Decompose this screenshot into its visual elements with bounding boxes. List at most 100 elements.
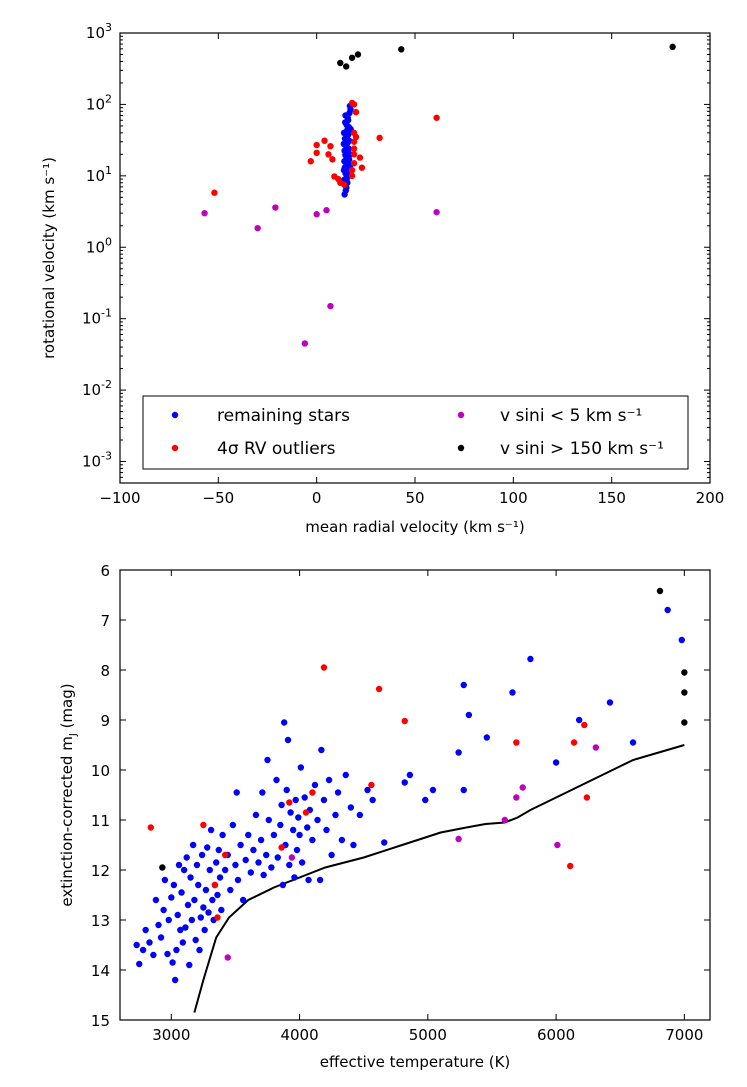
point-teff-remaining-stars-48 xyxy=(213,859,220,866)
point-teff-4-rv-outliers-12 xyxy=(401,717,408,725)
point-teff-v-sini-150-0 xyxy=(159,864,166,871)
point-teff-remaining-stars-95 xyxy=(298,859,306,866)
point-teff-remaining-stars-71 xyxy=(260,871,267,879)
point-v-sini-5-5 xyxy=(327,302,334,310)
point-teff-remaining-stars-65 xyxy=(247,869,255,876)
point-teff-v-sini-5-6 xyxy=(554,841,561,849)
point-teff-remaining-stars-19 xyxy=(175,861,183,869)
mag-y-axis-label: extinction-corrected mJ (mag) xyxy=(58,683,79,906)
point-teff-remaining-stars-108 xyxy=(328,851,335,859)
point-teff-remaining-stars-70 xyxy=(259,789,266,796)
point-teff-4-rv-outliers-11 xyxy=(375,685,383,693)
point-teff-remaining-stars-96 xyxy=(301,794,308,801)
point-teff-v-sini-5-4 xyxy=(513,794,520,801)
point-teff-remaining-stars-28 xyxy=(187,874,194,881)
point-teff-remaining-stars-109 xyxy=(332,811,339,819)
rv-x-tick-label: 150 xyxy=(597,489,626,507)
point-teff-remaining-stars-88 xyxy=(289,826,297,834)
point-teff-remaining-stars-126 xyxy=(465,711,473,719)
point-teff-remaining-stars-32 xyxy=(192,936,199,944)
mag-y-tick-label: 10 xyxy=(91,762,110,780)
point-teff-remaining-stars-110 xyxy=(334,789,342,796)
point-teff-remaining-stars-81 xyxy=(279,881,287,889)
mag-y-tick-label: 15 xyxy=(91,1012,110,1030)
point-teff-4-rv-outliers-2 xyxy=(211,881,219,889)
point-teff-remaining-stars-85 xyxy=(284,736,292,744)
point-teff-remaining-stars-31 xyxy=(191,896,198,904)
point-teff-remaining-stars-30 xyxy=(189,841,197,849)
point-teff-remaining-stars-7 xyxy=(155,921,162,929)
point-teff-remaining-stars-89 xyxy=(291,874,298,881)
point-teff-remaining-stars-14 xyxy=(169,959,176,966)
point-teff-remaining-stars-6 xyxy=(152,896,160,904)
point-teff-remaining-stars-41 xyxy=(204,844,211,851)
point-teff-remaining-stars-111 xyxy=(338,836,346,844)
point-4-rv-outliers-25 xyxy=(376,134,383,142)
legend-label-remaining: remaining stars xyxy=(217,406,350,426)
mag-y-tick-label: 14 xyxy=(91,962,110,980)
point-teff-remaining-stars-17 xyxy=(173,946,180,954)
teff-x-tick-label: 7000 xyxy=(665,1026,703,1044)
point-teff-remaining-stars-68 xyxy=(255,859,262,866)
point-4-rv-outliers-5 xyxy=(325,151,332,158)
point-teff-remaining-stars-38 xyxy=(200,904,207,911)
point-teff-remaining-stars-128 xyxy=(509,689,516,696)
point-teff-4-rv-outliers-3 xyxy=(214,914,221,921)
point-teff-remaining-stars-87 xyxy=(287,809,294,816)
rv-x-axis-label: mean radial velocity (km s⁻¹) xyxy=(305,518,524,536)
point-teff-remaining-stars-116 xyxy=(364,786,371,794)
point-4-rv-outliers-0 xyxy=(211,189,218,196)
point-teff-remaining-stars-114 xyxy=(350,841,357,849)
legend-box xyxy=(142,395,689,470)
point-4-rv-outliers-24 xyxy=(358,164,366,171)
point-teff-remaining-stars-104 xyxy=(318,746,325,754)
point-4-rv-outliers-11 xyxy=(341,181,348,188)
point-teff-v-sini-150-2 xyxy=(681,669,688,676)
point-teff-remaining-stars-42 xyxy=(205,909,212,916)
point-teff-4-rv-outliers-14 xyxy=(567,862,574,870)
rotational-velocity-panel: −100 −50 0 50 100 150 200 103 102 101 100 10-1 10-2 1… xyxy=(40,21,724,536)
point-v-sini-150-2 xyxy=(348,54,356,61)
point-4-rv-outliers-23 xyxy=(356,154,364,161)
point-4-rv-outliers-22 xyxy=(348,99,356,107)
point-4-rv-outliers-9 xyxy=(331,173,338,180)
point-v-sini-150-3 xyxy=(354,51,362,58)
point-teff-remaining-stars-100 xyxy=(309,836,316,844)
point-teff-remaining-stars-8 xyxy=(157,934,165,941)
point-teff-remaining-stars-21 xyxy=(178,889,185,896)
teff-x-tick-label: 4000 xyxy=(280,1026,318,1044)
rv-x-tick-label: 0 xyxy=(312,489,322,507)
magnitude-temperature-panel: 3000 4000 5000 6000 7000 6 7 8 9 10 11 12 13 14 15 eff… xyxy=(58,562,711,1071)
point-teff-remaining-stars-23 xyxy=(180,866,188,874)
point-teff-remaining-stars-129 xyxy=(527,655,534,663)
rv-y-tick-label: 102 xyxy=(86,92,112,113)
point-teff-remaining-stars-39 xyxy=(201,926,208,934)
point-v-sini-150-1 xyxy=(342,63,350,70)
point-teff-remaining-stars-121 xyxy=(422,796,429,804)
point-4-rv-outliers-1 xyxy=(307,158,314,165)
point-teff-remaining-stars-57 xyxy=(229,821,237,829)
point-teff-remaining-stars-119 xyxy=(401,779,408,786)
point-teff-4-rv-outliers-7 xyxy=(302,809,310,816)
point-teff-remaining-stars-26 xyxy=(184,901,192,909)
point-teff-remaining-stars-115 xyxy=(356,811,364,819)
point-teff-remaining-stars-50 xyxy=(215,846,222,854)
point-teff-4-rv-outliers-0 xyxy=(147,824,154,831)
point-teff-4-rv-outliers-1 xyxy=(200,821,207,829)
point-teff-remaining-stars-2 xyxy=(139,946,147,954)
point-teff-remaining-stars-61 xyxy=(237,841,244,849)
point-teff-remaining-stars-59 xyxy=(233,789,240,796)
point-teff-remaining-stars-101 xyxy=(311,781,319,789)
legend-label-high-vsini: v sini > 150 km s⁻¹ xyxy=(500,439,664,459)
point-teff-4-rv-outliers-10 xyxy=(368,781,375,789)
point-teff-remaining-stars-15 xyxy=(170,881,178,889)
rv-x-tick-label: 50 xyxy=(405,489,424,507)
point-teff-remaining-stars-9 xyxy=(160,906,167,914)
point-teff-remaining-stars-117 xyxy=(369,796,376,804)
point-teff-4-rv-outliers-9 xyxy=(320,664,328,671)
point-teff-remaining-stars-102 xyxy=(314,816,321,824)
point-teff-remaining-stars-122 xyxy=(429,786,437,794)
rv-x-tick-label: −100 xyxy=(99,489,140,507)
reference-curve xyxy=(193,744,685,1013)
point-teff-remaining-stars-54 xyxy=(221,866,229,874)
